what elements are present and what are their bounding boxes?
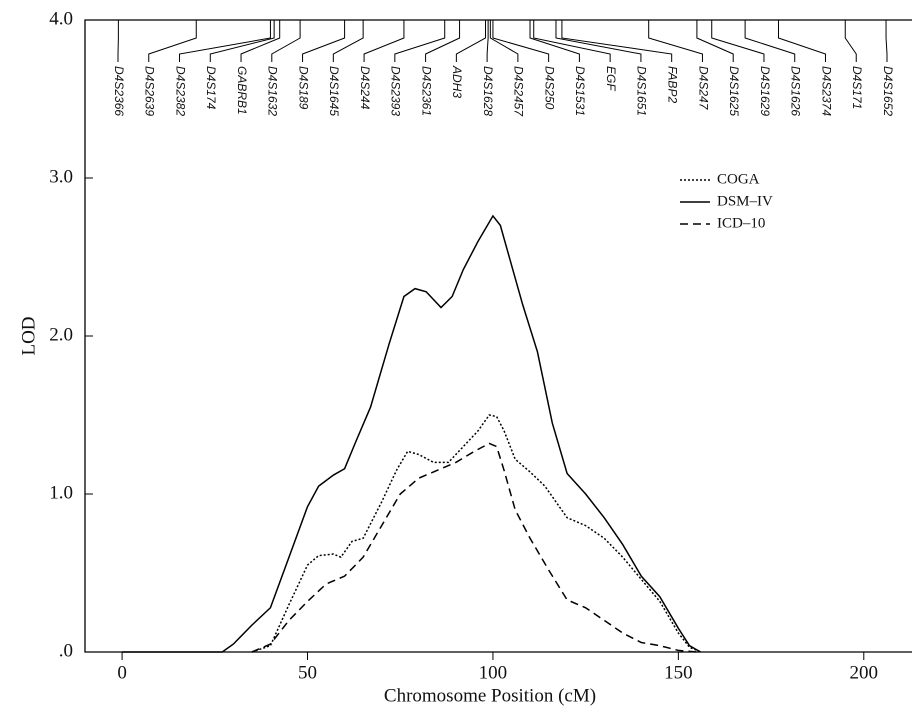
marker-label: D4S1625 [727, 66, 741, 116]
marker-label: D4S1629 [758, 66, 772, 116]
marker-label: D4S244 [358, 66, 372, 110]
x-tick-label: 100 [479, 662, 508, 683]
marker-label: D4S174 [204, 66, 218, 110]
marker-connector [885, 20, 888, 62]
marker-label: D4S2361 [419, 66, 433, 116]
marker-connector [148, 20, 197, 62]
legend-label: COGA [717, 171, 760, 187]
marker-connector [425, 20, 461, 62]
marker-label: D4S1652 [881, 66, 895, 116]
marker-label: D4S2374 [819, 66, 833, 116]
series-line [251, 442, 697, 653]
marker-connector [492, 20, 550, 62]
marker-label: D4S1628 [481, 66, 495, 116]
marker-label: GABRB1 [235, 66, 249, 115]
marker-connector [648, 20, 703, 62]
x-tick-label: 0 [117, 662, 127, 683]
marker-label: D4S1651 [635, 66, 649, 116]
marker-connector [394, 20, 446, 62]
marker-label: D4S1626 [789, 66, 803, 116]
marker-connector [489, 20, 519, 62]
y-axis-title: LOD [18, 316, 39, 355]
y-tick-label: 4.0 [49, 8, 73, 29]
marker-connector [271, 20, 301, 62]
marker-label: D4S1531 [573, 66, 587, 116]
marker-connector [711, 20, 765, 62]
marker-connector [363, 20, 405, 62]
marker-label: D4S2457 [512, 66, 526, 117]
x-tick-label: 150 [664, 662, 693, 683]
plot-frame [84, 19, 912, 653]
marker-connector [486, 20, 489, 62]
marker-label: ADH3 [450, 65, 464, 98]
marker-label: D4S2639 [143, 66, 157, 116]
y-tick-label: 1.0 [49, 482, 73, 503]
marker-connector [844, 20, 857, 62]
marker-label: D4S247 [696, 66, 710, 111]
y-tick-label: 2.0 [49, 324, 73, 345]
x-tick-label: 200 [850, 662, 879, 683]
marker-label: D4S189 [296, 66, 310, 110]
marker-connector [209, 20, 275, 62]
marker-connector [777, 20, 826, 62]
marker-label: D4S2393 [389, 66, 403, 116]
legend-label: DSM–IV [717, 193, 773, 209]
marker-connector [332, 20, 364, 62]
marker-label: FABP2 [666, 66, 680, 103]
series-line [251, 414, 701, 653]
y-tick-label: .0 [59, 640, 73, 661]
marker-label: D4S2366 [112, 66, 126, 116]
marker-connector [455, 20, 487, 62]
marker-label: D4S171 [850, 66, 864, 109]
marker-connector [744, 20, 796, 62]
marker-label: D4S1632 [266, 66, 280, 116]
x-tick-label: 50 [298, 662, 317, 683]
marker-label: D4S250 [542, 66, 556, 110]
marker-connector [561, 20, 673, 62]
marker-connector [179, 20, 271, 62]
marker-connector [302, 20, 346, 62]
marker-label: D4S2382 [173, 66, 187, 116]
marker-connector [696, 20, 734, 62]
series-line [122, 214, 701, 653]
legend-label: ICD–10 [717, 215, 765, 231]
marker-connector [533, 20, 611, 62]
marker-label: EGF [604, 66, 618, 91]
marker-connector [240, 20, 281, 62]
marker-label: D4S1645 [327, 66, 341, 116]
x-axis-title: Chromosome Position (cM) [384, 685, 596, 706]
y-tick-label: 3.0 [49, 166, 73, 187]
marker-connector [555, 20, 642, 62]
marker-connector [529, 20, 580, 62]
